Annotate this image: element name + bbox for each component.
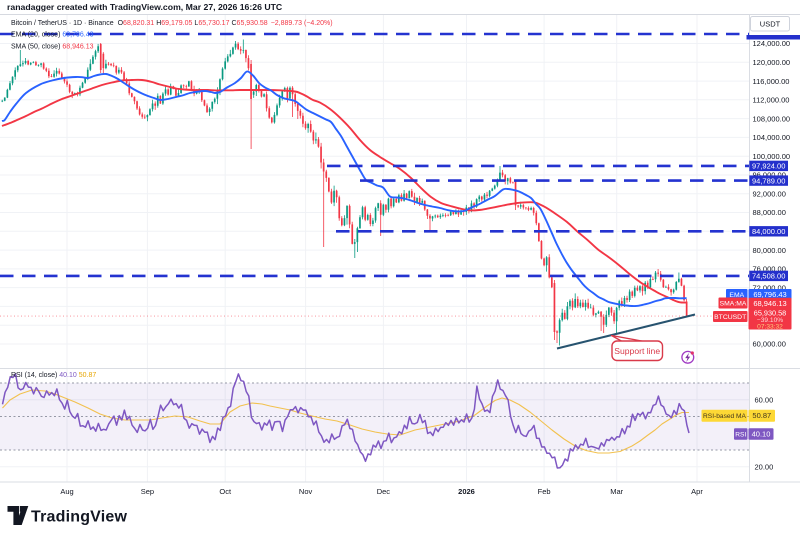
svg-text:96,000.00: 96,000.00: [753, 171, 786, 180]
svg-text:Feb: Feb: [538, 487, 551, 496]
svg-text:Apr: Apr: [691, 487, 703, 496]
svg-text:EMA: EMA: [729, 292, 744, 299]
svg-text:Mar: Mar: [610, 487, 623, 496]
svg-text:−39.10%: −39.10%: [757, 317, 783, 324]
svg-text:20.00: 20.00: [755, 462, 774, 471]
svg-text:100,000.00: 100,000.00: [753, 152, 791, 161]
svg-text:07:33:32: 07:33:32: [757, 324, 783, 331]
svg-text:Support line: Support line: [614, 346, 660, 356]
svg-text:65,930.58: 65,930.58: [754, 308, 786, 317]
svg-text:124,000.00: 124,000.00: [753, 39, 791, 48]
svg-text:Nov: Nov: [299, 487, 313, 496]
svg-text:2026: 2026: [458, 487, 475, 496]
svg-text:94,789.00: 94,789.00: [752, 176, 785, 185]
svg-text:EMA (20, close) 69,796.43: EMA (20, close) 69,796.43: [11, 32, 94, 39]
svg-text:TradingView: TradingView: [31, 509, 128, 526]
svg-text:SMA:MA: SMA:MA: [720, 300, 747, 307]
svg-text:Aug: Aug: [60, 487, 73, 496]
svg-text:92,000.00: 92,000.00: [753, 189, 786, 198]
svg-text:74,508.00: 74,508.00: [752, 272, 785, 281]
svg-text:ranadagger created with Tradin: ranadagger created with TradingView.com,…: [7, 2, 283, 12]
svg-text:Dec: Dec: [377, 487, 391, 496]
svg-text:116,000.00: 116,000.00: [753, 77, 790, 86]
svg-text:RSI: RSI: [735, 431, 746, 438]
svg-text:69,796.43: 69,796.43: [753, 290, 786, 299]
svg-text:80,000.00: 80,000.00: [753, 246, 786, 255]
svg-text:SMA (50, close) 68,946.13: SMA (50, close) 68,946.13: [11, 44, 94, 51]
svg-text:60.00: 60.00: [755, 395, 774, 404]
svg-text:104,000.00: 104,000.00: [753, 133, 791, 142]
svg-text:Oct: Oct: [219, 487, 232, 496]
svg-text:RSI-based MA: RSI-based MA: [703, 413, 746, 420]
svg-text:Bitcoin / TetherUS · 1D · Bina: Bitcoin / TetherUS · 1D · Binance O68,820…: [11, 20, 333, 27]
svg-text:76,000.00: 76,000.00: [753, 265, 786, 274]
svg-text:60,000.00: 60,000.00: [753, 340, 786, 349]
svg-text:50.87: 50.87: [752, 411, 771, 420]
svg-text:84,000.00: 84,000.00: [752, 227, 785, 236]
svg-text:BTCUSDT: BTCUSDT: [714, 314, 746, 321]
svg-text:68,946.13: 68,946.13: [753, 299, 786, 308]
svg-text:Sep: Sep: [141, 487, 154, 496]
svg-text:108,000.00: 108,000.00: [753, 114, 791, 123]
svg-text:USDT: USDT: [760, 20, 781, 29]
svg-text:88,000.00: 88,000.00: [753, 208, 786, 217]
svg-text:120,000.00: 120,000.00: [753, 58, 791, 67]
svg-text:RSI (14, close) 40.10 50.87: RSI (14, close) 40.10 50.87: [11, 372, 96, 379]
svg-text:40.10: 40.10: [752, 429, 771, 438]
svg-text:97,924.00: 97,924.00: [752, 162, 785, 171]
svg-text:72,000.00: 72,000.00: [753, 283, 786, 292]
svg-text:112,000.00: 112,000.00: [753, 96, 790, 105]
